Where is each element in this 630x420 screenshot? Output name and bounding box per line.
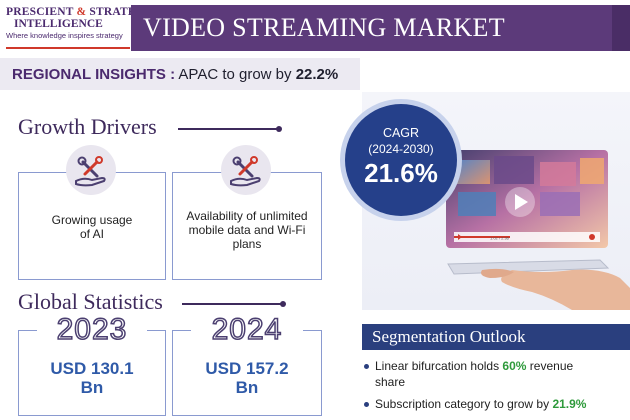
segmentation-item: Linear bifurcation holds 60% revenue sha… [362,358,624,390]
regional-insights-value: 22.2% [295,66,339,83]
company-logo: PRESCIENT & STRATEGIC INTELLIGENCE Where… [6,6,158,50]
segmentation-item-text: revenue [529,359,574,373]
logo-word-intelligence: INTELLIGENCE [14,18,103,30]
heading-rule-dot [276,126,282,132]
driver-card-ai: Growing usage of AI [18,172,166,280]
stat-value: USD 130.1 [50,359,134,378]
segmentation-item-highlight: 60% [502,359,527,373]
page-title: VIDEO STREAMING MARKET [143,13,505,42]
hand-tools-icon [221,145,271,195]
driver-text-line: Availability of unlimited [186,209,308,223]
driver-text-line: of AI [79,227,105,241]
cagr-period: (2024-2030) [368,142,434,156]
cagr-value: 21.6% [364,158,438,188]
title-banner: VIDEO STREAMING MARKET [131,5,630,51]
stat-year: 2023 [56,312,128,347]
logo-ampersand: & [76,6,87,18]
cagr-label: CAGR [382,126,420,140]
regional-insights-label: REGIONAL INSIGHTS : [12,66,176,83]
driver-text-line: plans [232,237,262,251]
stat-card-2023: 2023 USD 130.1 Bn [18,312,166,416]
player-timecode: 1:02 / 2:36 [490,236,510,241]
hand-tools-icon [66,145,116,195]
logo-tagline: Where knowledge inspires strategy [6,31,123,40]
heading-rule-dot [280,301,286,307]
stat-year: 2024 [211,312,283,347]
video-player-screen: 1:02 / 2:36 [446,150,608,248]
bullet-icon [364,364,369,369]
driver-text-line: Growing usage [51,213,133,227]
logo-word-prescient: PRESCIENT [6,6,74,18]
segmentation-item-text: Linear bifurcation holds [375,359,500,373]
segmentation-item: Subscription category to grow by 21.9% [362,396,628,412]
heading-rule [178,128,278,130]
stat-card-2024: 2024 USD 157.2 Bn [172,312,322,416]
segmentation-item-highlight: 21.9% [552,397,587,411]
bullet-icon [364,402,369,407]
driver-text-line: mobile data and Wi-Fi [188,223,306,237]
regional-insights-text: APAC to grow by [178,66,292,83]
stat-value: USD 157.2 [205,359,289,378]
hand-holding-phone [447,259,630,310]
regional-insights-strip: REGIONAL INSIGHTS : APAC to grow by 22.2… [0,58,360,90]
global-statistics-heading: Global Statistics [18,289,163,314]
logo-underline [6,47,130,49]
segmentation-heading: Segmentation Outlook [372,327,526,346]
segmentation-item-text: Subscription category to grow by [375,397,550,411]
segmentation-banner: Segmentation Outlook [362,324,630,350]
segmentation-item-text: share [375,375,406,389]
growth-drivers-heading: Growth Drivers [18,114,157,139]
cagr-badge: CAGR (2024-2030) 21.6% [345,104,457,216]
stat-value-unit: Bn [80,378,104,397]
stat-value-unit: Bn [235,378,259,397]
heading-rule [182,303,282,305]
